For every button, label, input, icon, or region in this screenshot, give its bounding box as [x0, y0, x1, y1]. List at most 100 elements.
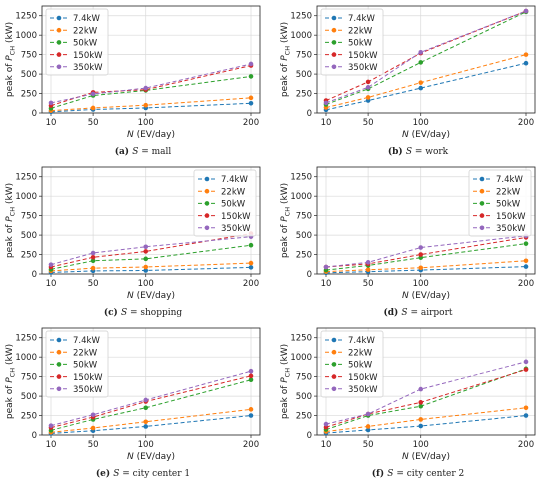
series-line-150kW [50, 233, 252, 268]
y-tick-label: 0 [32, 431, 37, 441]
series-line-350kW [50, 236, 252, 266]
data-point-350kW [523, 359, 529, 365]
y-tick-label: 0 [307, 270, 312, 280]
data-point-50kW [418, 60, 424, 65]
y-tick-label: 1250 [290, 173, 312, 183]
y-tick-label: 250 [296, 90, 312, 100]
axes-frame [41, 5, 261, 114]
legend-label: 50kW [348, 39, 373, 49]
data-point-150kW [418, 252, 424, 257]
data-point-50kW [248, 74, 254, 79]
y-tick-label: 0 [307, 109, 312, 119]
series-line-150kW [50, 375, 252, 429]
legend-box [193, 169, 257, 237]
data-point-22kW [248, 95, 254, 101]
data-point-50kW [143, 256, 149, 262]
data-point-22kW [248, 260, 254, 266]
legend-swatch-marker [56, 337, 62, 343]
panel-caption: (b) S = work [388, 146, 449, 157]
legend-swatch-marker [331, 374, 337, 379]
data-point-7.4kW [248, 265, 254, 270]
data-point-350kW [48, 423, 54, 428]
y-tick-label: 0 [32, 270, 37, 280]
data-point-350kW [323, 421, 329, 427]
x-axis-label: N (EV/day) [402, 130, 450, 140]
legend-label: 7.4kW [73, 336, 100, 346]
legend-swatch-marker [331, 337, 337, 343]
data-point-7.4kW [248, 100, 254, 106]
data-point-50kW [248, 377, 254, 383]
data-point-350kW [48, 100, 54, 106]
x-tick-label: 10 [321, 440, 332, 450]
data-point-350kW [90, 91, 96, 97]
data-point-350kW [365, 260, 371, 265]
y-axis-label: peak of PCH (kW) [5, 183, 17, 258]
series-line-50kW [325, 243, 527, 271]
legend-swatch-marker [479, 225, 485, 231]
x-tick-label: 10 [46, 440, 57, 450]
data-point-350kW [248, 368, 254, 374]
legend-label: 50kW [221, 200, 246, 210]
x-tick-label: 10 [46, 279, 57, 289]
y-tick-label: 1000 [290, 192, 312, 202]
x-tick-label: 100 [138, 440, 154, 450]
y-tick-label: 250 [21, 412, 37, 422]
legend-swatch-marker [204, 188, 210, 194]
data-point-7.4kW [418, 423, 424, 429]
data-point-22kW [418, 80, 424, 85]
y-tick-label: 1000 [15, 31, 37, 41]
x-tick-label: 50 [88, 118, 99, 128]
data-point-150kW [143, 249, 149, 254]
data-point-50kW [418, 403, 424, 409]
x-tick-label: 100 [138, 279, 154, 289]
x-tick-label: 10 [46, 118, 57, 128]
data-point-150kW [365, 79, 371, 85]
legend-label: 22kW [73, 26, 98, 36]
data-point-22kW [90, 425, 96, 431]
data-point-350kW [143, 397, 149, 403]
y-tick-label: 500 [296, 231, 312, 241]
series-line-50kW [50, 379, 252, 431]
y-tick-label: 500 [296, 392, 312, 402]
data-point-22kW [365, 95, 371, 100]
legend-label: 150kW [221, 212, 251, 222]
chart-panel-1: 0 250 500 750 1000 1250 10 50 100 200 N (EV/day) pe… [5, 5, 261, 157]
legend-swatch-marker [331, 52, 337, 57]
data-point-150kW [248, 373, 254, 379]
y-tick-label: 500 [21, 70, 37, 80]
data-point-22kW [248, 407, 254, 412]
x-axis-label: N (EV/day) [402, 291, 450, 301]
x-tick-label: 100 [413, 440, 429, 450]
data-point-22kW [523, 52, 529, 57]
x-tick-label: 100 [413, 118, 429, 128]
data-point-22kW [90, 265, 96, 271]
y-axis-label: peak of PCH (kW) [280, 22, 292, 97]
legend: 7.4kW 22kW 50kW 150kW 350kW [45, 330, 109, 398]
series-line-50kW [50, 244, 252, 270]
series-line-150kW [325, 369, 527, 428]
axes-frame [41, 327, 261, 436]
data-point-22kW [523, 405, 529, 411]
legend-label: 50kW [348, 361, 373, 371]
legend-label: 7.4kW [348, 336, 375, 346]
panel-caption: (e) S = city center 1 [96, 468, 190, 479]
y-axis-label: peak of PCH (kW) [280, 344, 292, 419]
data-point-350kW [323, 100, 329, 106]
legend: 7.4kW 22kW 50kW 150kW 350kW [45, 8, 109, 76]
data-point-350kW [418, 386, 424, 392]
x-tick-label: 100 [138, 118, 154, 128]
panel-caption: (d) S = airport [383, 307, 452, 318]
data-point-22kW [418, 265, 424, 271]
series-line-7.4kW [325, 415, 527, 434]
y-axis-label: peak of PCH (kW) [5, 22, 17, 97]
axes-frame [41, 166, 261, 275]
data-point-50kW [523, 241, 529, 246]
data-point-50kW [248, 242, 254, 248]
data-point-50kW [143, 405, 149, 411]
legend-swatch-marker [204, 176, 210, 182]
y-tick-label: 1000 [290, 353, 312, 363]
legend-label: 150kW [73, 373, 103, 383]
x-tick-label: 200 [243, 440, 259, 450]
legend-label: 50kW [73, 361, 98, 371]
